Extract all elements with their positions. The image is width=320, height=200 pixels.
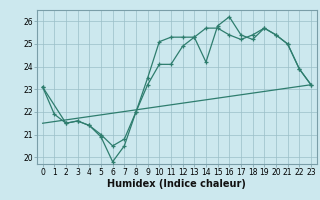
X-axis label: Humidex (Indice chaleur): Humidex (Indice chaleur) [108, 179, 246, 189]
